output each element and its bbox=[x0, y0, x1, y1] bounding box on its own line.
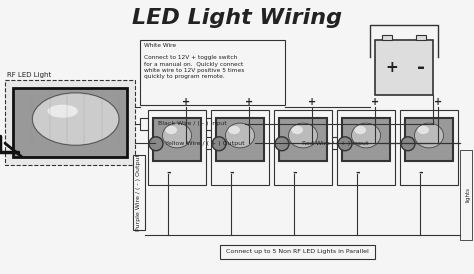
Ellipse shape bbox=[47, 105, 78, 118]
Ellipse shape bbox=[165, 126, 177, 134]
Bar bbox=[155, 137, 255, 149]
Text: Connect up to 5 Non RF LED Lights in Parallel: Connect up to 5 Non RF LED Lights in Par… bbox=[226, 250, 369, 255]
Bar bbox=[342, 118, 390, 161]
Ellipse shape bbox=[414, 123, 444, 148]
Bar bbox=[400, 110, 458, 185]
Text: +: + bbox=[182, 97, 190, 107]
Text: lights: lights bbox=[465, 187, 471, 202]
Text: +: + bbox=[308, 97, 316, 107]
Bar bbox=[5, 80, 135, 165]
Bar bbox=[337, 110, 395, 185]
Text: -: - bbox=[418, 168, 423, 178]
Bar bbox=[13, 88, 127, 157]
Bar bbox=[140, 118, 245, 130]
Text: Purple Wire / ( - ) Output: Purple Wire / ( - ) Output bbox=[137, 154, 142, 231]
Circle shape bbox=[149, 137, 163, 151]
Bar bbox=[382, 35, 392, 40]
Text: +: + bbox=[386, 60, 398, 75]
Ellipse shape bbox=[418, 126, 429, 134]
Text: -: - bbox=[229, 168, 234, 178]
Circle shape bbox=[275, 137, 289, 151]
Text: LED Light Wiring: LED Light Wiring bbox=[132, 8, 342, 28]
Circle shape bbox=[212, 137, 226, 151]
Bar bbox=[216, 118, 264, 161]
Ellipse shape bbox=[289, 123, 318, 148]
Ellipse shape bbox=[32, 93, 119, 145]
Text: -: - bbox=[355, 168, 360, 178]
Bar bbox=[220, 245, 375, 259]
Ellipse shape bbox=[352, 123, 381, 148]
Bar bbox=[211, 110, 269, 185]
Text: White Wire

Connect to 12V + toggle switch
for a manual on.  Quickly connect
whi: White Wire Connect to 12V + toggle switc… bbox=[144, 43, 245, 79]
Text: +: + bbox=[245, 97, 253, 107]
Ellipse shape bbox=[355, 126, 366, 134]
Bar bbox=[405, 118, 453, 161]
Text: +: + bbox=[371, 97, 379, 107]
Bar bbox=[153, 118, 201, 161]
Text: -: - bbox=[417, 58, 425, 77]
Bar bbox=[285, 137, 385, 149]
Bar bbox=[133, 155, 145, 230]
Bar bbox=[279, 118, 327, 161]
Text: -: - bbox=[292, 168, 297, 178]
Bar bbox=[274, 110, 332, 185]
Bar bbox=[375, 40, 433, 95]
Bar bbox=[416, 35, 426, 40]
Bar bbox=[460, 150, 472, 240]
Text: RF LED Light: RF LED Light bbox=[7, 72, 51, 78]
Text: Black Wire / ( - ) Input: Black Wire / ( - ) Input bbox=[158, 121, 227, 127]
Circle shape bbox=[338, 137, 352, 151]
Ellipse shape bbox=[228, 126, 240, 134]
Ellipse shape bbox=[292, 126, 303, 134]
Text: +: + bbox=[434, 97, 442, 107]
Ellipse shape bbox=[226, 123, 255, 148]
Text: Red Wire / ( + ) Input: Red Wire / ( + ) Input bbox=[302, 141, 368, 145]
Ellipse shape bbox=[163, 123, 191, 148]
Bar bbox=[140, 40, 285, 105]
Text: -: - bbox=[166, 168, 171, 178]
Text: Yellow Wire / ( + ) Output: Yellow Wire / ( + ) Output bbox=[165, 141, 245, 145]
Bar bbox=[148, 110, 206, 185]
Circle shape bbox=[401, 137, 415, 151]
